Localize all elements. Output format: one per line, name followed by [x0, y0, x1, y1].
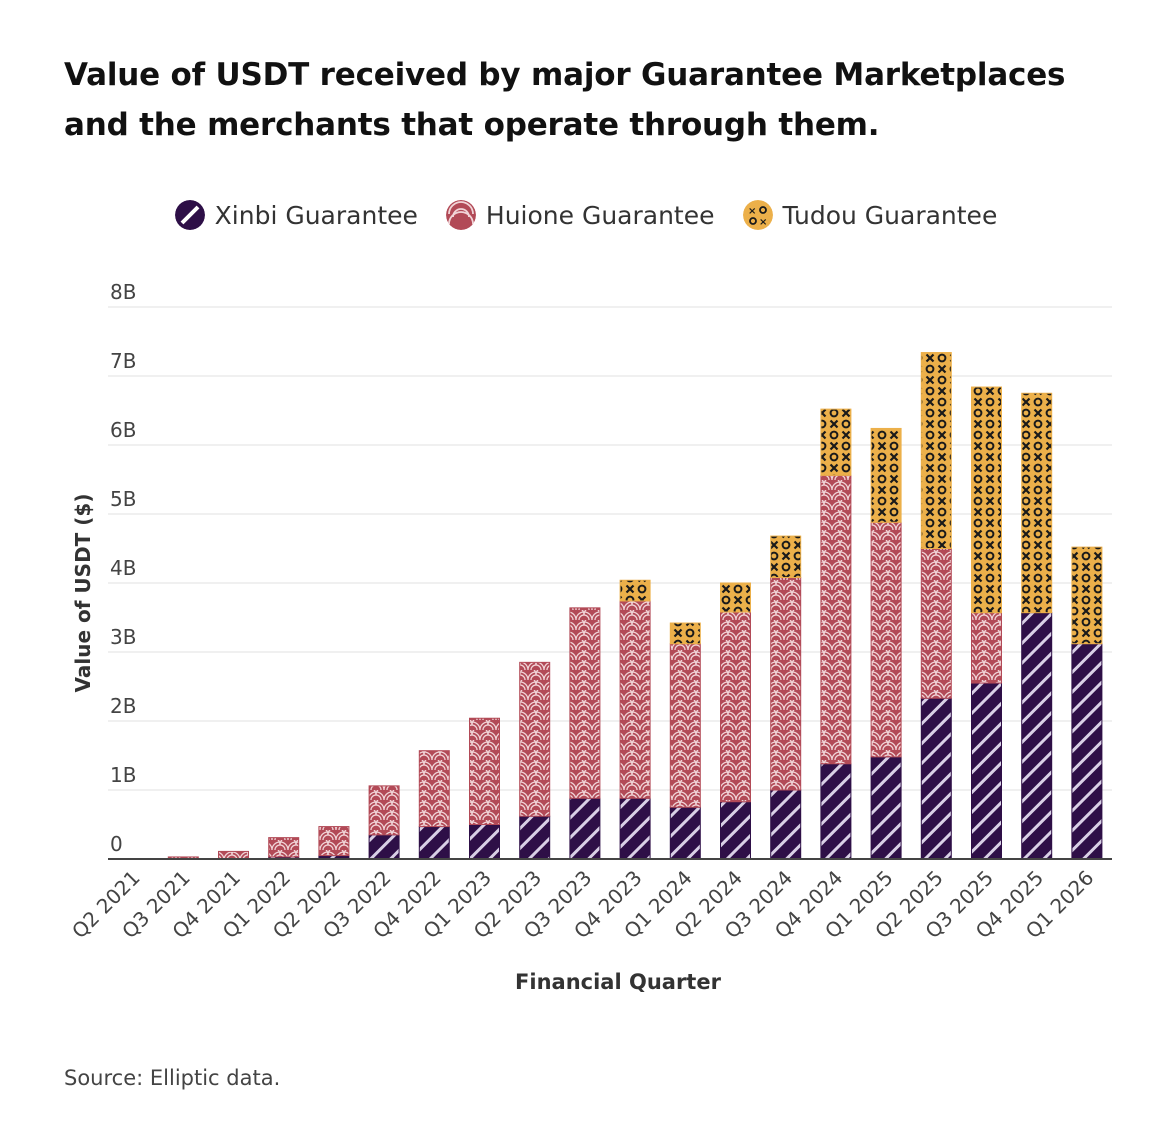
bar-xinbi[interactable]: [469, 824, 500, 860]
y-tick-label: 4B: [110, 556, 136, 580]
huione-swatch-icon: [445, 200, 476, 230]
y-tick-label: 3B: [110, 625, 136, 649]
bar-huione[interactable]: [268, 837, 300, 858]
bar-huione[interactable]: [920, 548, 952, 699]
bar-xinbi[interactable]: [820, 763, 852, 860]
source-note: Source: Elliptic data.: [64, 1066, 281, 1090]
svg-text:×: ×: [748, 206, 756, 217]
bar-xinbi[interactable]: [920, 697, 952, 860]
chart-legend: Xinbi Guarantee Huione Guarantee × × Tud…: [0, 200, 1172, 230]
bar-tudou[interactable]: [619, 579, 651, 602]
bar-tudou[interactable]: [1021, 392, 1053, 614]
y-tick-labels: 0 1B 2B 3B 4B 5B 6B 7B 8B: [110, 280, 136, 856]
y-tick-label: 7B: [110, 349, 136, 373]
bar-huione[interactable]: [669, 643, 701, 808]
bar-huione[interactable]: [971, 612, 1002, 684]
bar-huione[interactable]: [469, 717, 500, 825]
y-tick-label: 6B: [110, 418, 136, 442]
bar-huione[interactable]: [569, 607, 601, 799]
bar-huione[interactable]: [519, 661, 551, 817]
bar-tudou[interactable]: [1071, 546, 1103, 645]
bar-tudou[interactable]: [720, 582, 751, 613]
bars: [167, 352, 1103, 860]
bar-huione[interactable]: [318, 826, 350, 857]
bar-xinbi[interactable]: [418, 826, 450, 860]
svg-text:×: ×: [759, 217, 767, 228]
gridlines: [108, 306, 1112, 791]
bar-tudou[interactable]: [820, 408, 852, 476]
y-tick-label: 0: [110, 832, 123, 856]
y-tick-label: 5B: [110, 487, 136, 511]
bar-xinbi[interactable]: [669, 806, 701, 860]
bar-tudou[interactable]: [920, 352, 952, 550]
bar-tudou[interactable]: [971, 386, 1002, 614]
y-tick-label: 1B: [110, 763, 136, 787]
legend-item-huione[interactable]: Huione Guarantee: [445, 200, 715, 230]
bar-xinbi[interactable]: [971, 682, 1002, 860]
legend-item-xinbi[interactable]: Xinbi Guarantee: [174, 200, 418, 230]
bar-huione[interactable]: [368, 785, 400, 836]
bar-tudou[interactable]: [870, 427, 902, 523]
y-tick-label: 2B: [110, 694, 136, 718]
y-tick-label: 8B: [110, 280, 136, 304]
chart-title: Value of USDT received by major Guarante…: [64, 57, 1066, 143]
y-axis-label: Value of USDT ($): [71, 494, 95, 693]
bar-xinbi[interactable]: [870, 756, 902, 860]
tudou-swatch-icon: × ×: [742, 200, 773, 230]
bar-huione[interactable]: [619, 600, 651, 799]
bar-huione[interactable]: [720, 611, 751, 803]
x-axis-label: Financial Quarter: [515, 970, 722, 994]
legend-label-xinbi: Xinbi Guarantee: [214, 200, 418, 230]
bar-tudou[interactable]: [669, 622, 701, 645]
bar-huione[interactable]: [418, 750, 450, 828]
bar-huione[interactable]: [770, 576, 802, 791]
legend-label-huione: Huione Guarantee: [485, 200, 715, 230]
bar-xinbi[interactable]: [569, 797, 601, 860]
legend-item-tudou[interactable]: × × Tudou Guarantee: [742, 200, 998, 230]
bar-xinbi[interactable]: [619, 797, 651, 860]
bar-huione[interactable]: [870, 521, 902, 758]
bar-xinbi[interactable]: [519, 815, 551, 860]
bar-huione[interactable]: [820, 474, 852, 765]
bar-xinbi[interactable]: [1021, 612, 1053, 860]
bar-tudou[interactable]: [770, 535, 802, 578]
bar-xinbi[interactable]: [1071, 643, 1103, 860]
bar-huione[interactable]: [218, 850, 249, 860]
bar-xinbi[interactable]: [770, 789, 802, 860]
bar-xinbi[interactable]: [368, 834, 400, 860]
legend-label-tudou: Tudou Guarantee: [782, 200, 998, 230]
bar-xinbi[interactable]: [720, 801, 751, 860]
xinbi-swatch-icon: [174, 200, 205, 230]
